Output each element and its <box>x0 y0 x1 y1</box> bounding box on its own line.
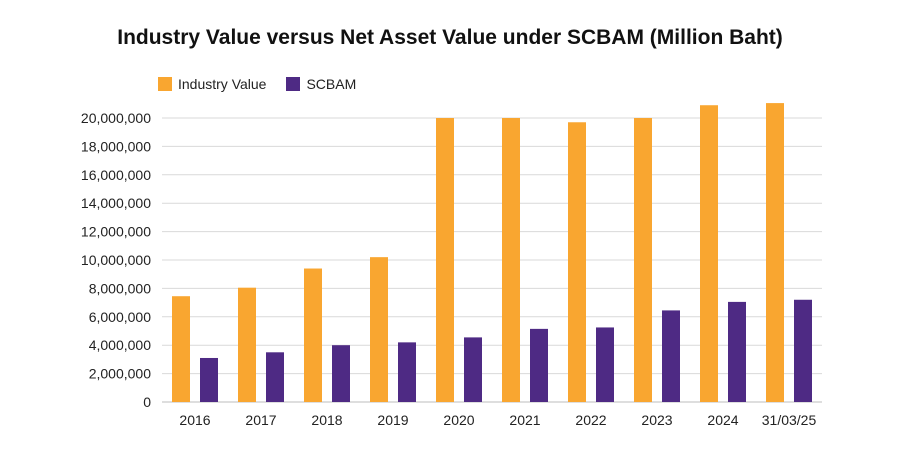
bar-scbam <box>794 299 812 402</box>
y-tick-label: 8,000,000 <box>89 280 151 296</box>
x-tick-label: 2020 <box>443 412 474 428</box>
bar-industry-value <box>634 118 652 402</box>
x-tick-label: 2024 <box>707 412 738 428</box>
y-tick-label: 16,000,000 <box>81 167 151 183</box>
bar-industry-value <box>766 103 784 402</box>
legend-swatch-scbam <box>286 77 301 91</box>
x-tick-label: 31/03/25 <box>762 412 817 428</box>
x-tick-label: 2016 <box>179 412 210 428</box>
y-tick-label: 6,000,000 <box>89 309 151 325</box>
bar-industry-value <box>436 118 454 402</box>
x-tick-label: 2017 <box>245 412 276 428</box>
y-tick-label: 10,000,000 <box>81 252 151 268</box>
bar-industry-value <box>370 257 388 402</box>
bar-industry-value <box>304 268 322 402</box>
chart-title: Industry Value versus Net Asset Value un… <box>117 26 783 49</box>
legend-label-scbam: SCBAM <box>306 76 357 92</box>
x-tick-label: 2023 <box>641 412 672 428</box>
bar-scbam <box>728 301 746 402</box>
bar-scbam <box>596 327 614 402</box>
bar-industry-value <box>172 296 190 402</box>
y-tick-label: 4,000,000 <box>89 337 151 353</box>
bar-industry-value <box>568 122 586 402</box>
bar-scbam <box>464 337 482 402</box>
x-tick-label: 2018 <box>311 412 342 428</box>
y-tick-label: 12,000,000 <box>81 224 151 240</box>
y-tick-label: 0 <box>143 394 151 410</box>
legend-item-industry: Industry Value <box>158 76 266 92</box>
x-tick-label: 2022 <box>575 412 606 428</box>
bar-scbam <box>200 357 218 402</box>
x-tick-label: 2021 <box>509 412 540 428</box>
legend-label-industry: Industry Value <box>178 76 267 92</box>
bar-scbam <box>662 310 680 402</box>
bar-scbam <box>398 342 416 402</box>
bar-scbam <box>332 345 350 402</box>
y-tick-label: 20,000,000 <box>81 110 151 126</box>
y-tick-label: 14,000,000 <box>81 195 151 211</box>
bar-industry-value <box>700 105 718 402</box>
x-tick-label: 2019 <box>377 412 408 428</box>
y-tick-label: 18,000,000 <box>81 138 151 154</box>
bar-scbam <box>266 352 284 402</box>
legend-swatch-industry <box>158 77 172 91</box>
legend-item-scbam: SCBAM <box>286 76 356 92</box>
y-tick-label: 2,000,000 <box>89 366 151 382</box>
bar-industry-value <box>502 118 520 402</box>
bar-scbam <box>530 328 548 402</box>
chart-legend: Industry Value SCBAM <box>158 76 376 92</box>
bar-industry-value <box>238 287 256 402</box>
